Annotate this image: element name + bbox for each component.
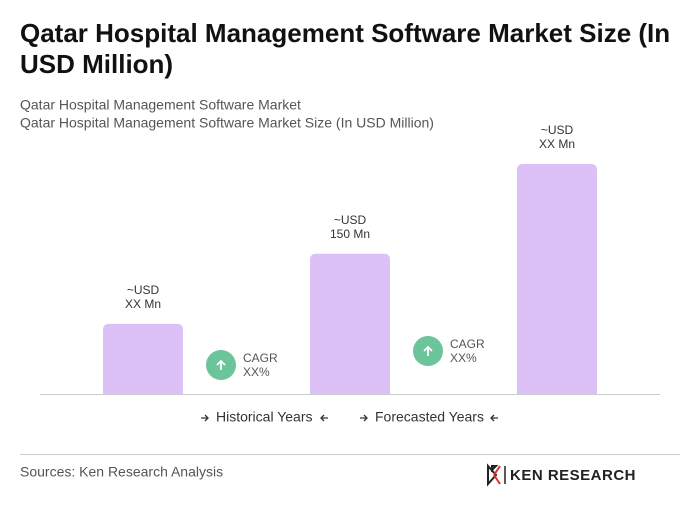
arrow bbox=[201, 414, 209, 422]
arrow bbox=[490, 414, 498, 422]
legend: Historical Years Forecasted Years bbox=[201, 409, 498, 425]
cagr-arrow bbox=[423, 345, 433, 356]
value-label: XX Mn bbox=[125, 297, 161, 311]
value-label: ~USD bbox=[127, 283, 160, 297]
value-label: ~USD bbox=[541, 123, 574, 137]
logo: KEN RESEARCH bbox=[487, 463, 636, 487]
cagr-label: XX% bbox=[450, 351, 477, 365]
chart-title: Qatar Hospital Management Software Marke… bbox=[20, 18, 670, 48]
logo-text: KEN RESEARCH bbox=[510, 467, 636, 484]
value-label: ~USD bbox=[334, 213, 367, 227]
value-label: 150 Mn bbox=[330, 227, 370, 241]
cagr-label: CAGR bbox=[243, 351, 278, 365]
bar bbox=[517, 164, 597, 394]
source: Sources: Ken Research Analysis bbox=[20, 464, 223, 480]
bar bbox=[310, 253, 390, 394]
value-label: XX Mn bbox=[539, 137, 575, 151]
legend-label: Historical Years bbox=[216, 409, 313, 425]
arrow bbox=[360, 414, 368, 422]
cagr-arrow bbox=[216, 359, 226, 370]
subtitle: Qatar Hospital Management Software Marke… bbox=[20, 97, 301, 113]
legend-label: Forecasted Years bbox=[375, 409, 484, 425]
subtitle: Qatar Hospital Management Software Marke… bbox=[20, 115, 434, 131]
arrow bbox=[320, 414, 328, 422]
bar bbox=[103, 323, 183, 394]
cagr-label: XX% bbox=[243, 365, 270, 379]
cagr-label: CAGR bbox=[450, 337, 485, 351]
chart-title: USD Million) bbox=[20, 49, 173, 79]
